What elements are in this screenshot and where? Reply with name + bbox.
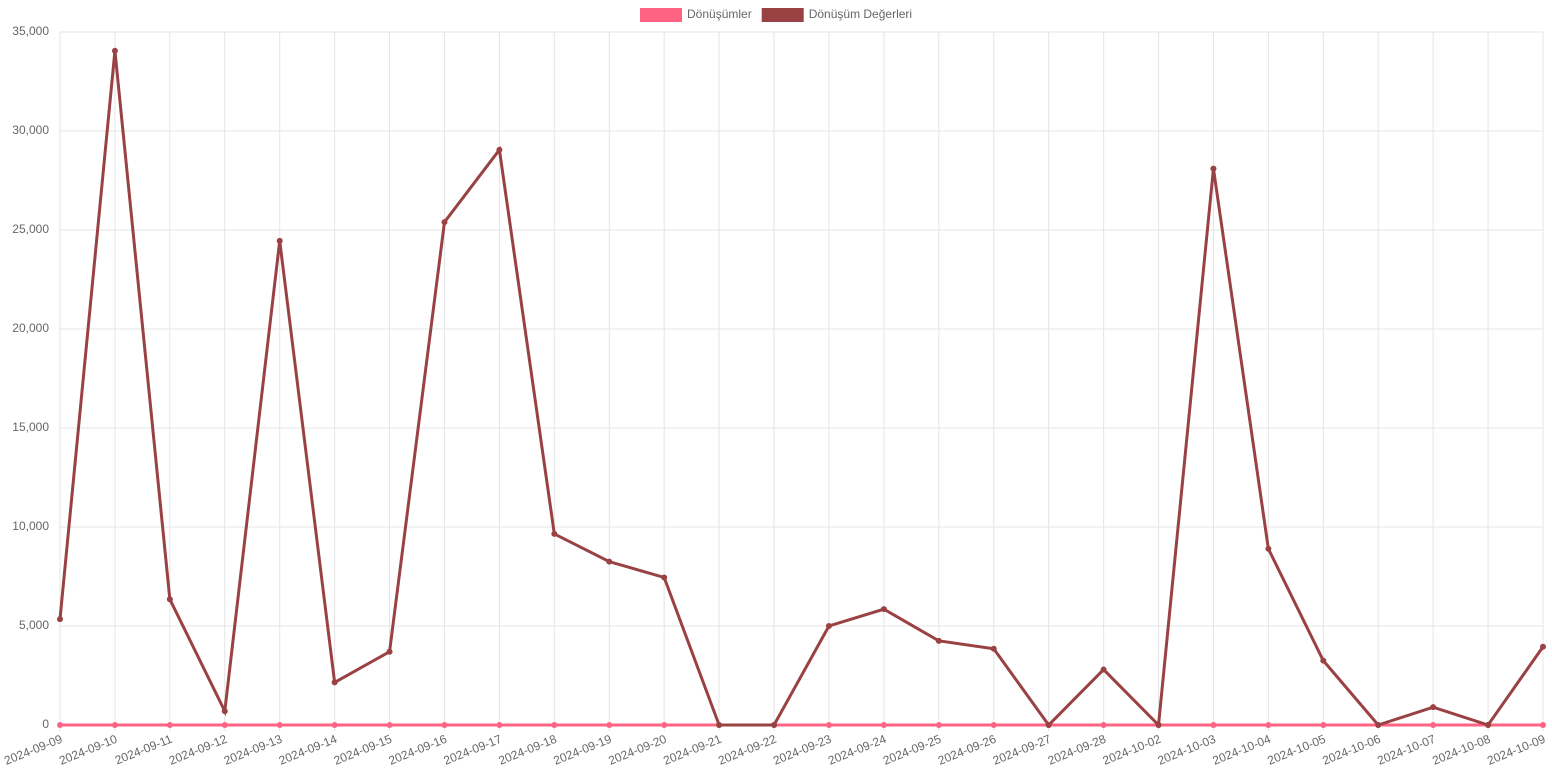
data-point bbox=[276, 722, 283, 728]
x-tick-label: 2024-09-11 bbox=[113, 732, 175, 768]
data-point bbox=[935, 637, 942, 644]
data-point bbox=[1430, 722, 1437, 728]
x-tick-label: 2024-09-09 bbox=[2, 732, 64, 768]
y-tick-label: 20,000 bbox=[12, 321, 49, 335]
x-tick-label: 2024-09-23 bbox=[771, 732, 833, 768]
x-tick-label: 2024-09-16 bbox=[387, 732, 449, 768]
data-point bbox=[111, 722, 118, 728]
series-line bbox=[58, 50, 1545, 729]
data-point bbox=[1375, 722, 1382, 728]
x-tick-label: 2024-10-08 bbox=[1430, 732, 1492, 768]
y-tick-label: 25,000 bbox=[12, 222, 49, 236]
y-tick-label: 35,000 bbox=[12, 24, 49, 38]
legend-swatch[interactable] bbox=[640, 8, 682, 22]
data-point bbox=[661, 574, 668, 581]
data-point bbox=[716, 722, 723, 728]
x-tick-label: 2024-09-20 bbox=[606, 732, 668, 768]
data-point bbox=[551, 530, 558, 537]
data-point bbox=[221, 708, 228, 715]
data-point bbox=[496, 146, 503, 153]
x-tick-label: 2024-09-25 bbox=[881, 732, 943, 768]
x-tick-label: 2024-10-04 bbox=[1211, 732, 1273, 768]
data-point bbox=[331, 722, 338, 728]
data-point bbox=[166, 722, 173, 728]
data-point bbox=[935, 722, 942, 728]
x-tick-label: 2024-09-24 bbox=[826, 732, 888, 768]
data-point bbox=[1100, 722, 1107, 728]
y-tick-label: 5,000 bbox=[19, 618, 49, 632]
data-point bbox=[825, 623, 832, 629]
data-point bbox=[1430, 704, 1437, 711]
x-tick-label: 2024-09-15 bbox=[332, 732, 394, 768]
x-tick-label: 2024-09-18 bbox=[496, 732, 558, 768]
data-point bbox=[1540, 643, 1546, 650]
data-point bbox=[441, 219, 448, 226]
data-point bbox=[386, 648, 393, 655]
data-point bbox=[1265, 545, 1272, 552]
data-point bbox=[1045, 722, 1052, 728]
data-point bbox=[1210, 165, 1217, 172]
x-tick-label: 2024-09-10 bbox=[57, 732, 119, 768]
x-tick-label: 2024-09-26 bbox=[936, 732, 998, 768]
x-tick-label: 2024-10-02 bbox=[1101, 732, 1163, 768]
x-tick-label: 2024-09-14 bbox=[277, 732, 339, 768]
y-tick-label: 15,000 bbox=[12, 420, 49, 434]
y-tick-label: 30,000 bbox=[12, 123, 49, 137]
data-point bbox=[880, 722, 887, 728]
data-point bbox=[57, 616, 63, 623]
data-point bbox=[1265, 722, 1272, 728]
data-point bbox=[57, 722, 63, 728]
x-tick-label: 2024-09-13 bbox=[222, 732, 284, 768]
data-point bbox=[221, 722, 228, 728]
data-point bbox=[880, 606, 887, 613]
x-tick-label: 2024-10-07 bbox=[1375, 732, 1437, 768]
data-point bbox=[551, 722, 558, 728]
data-point bbox=[771, 722, 778, 728]
data-point bbox=[496, 722, 503, 728]
data-point bbox=[1485, 722, 1492, 728]
legend-swatch[interactable] bbox=[761, 8, 804, 22]
data-point bbox=[1100, 666, 1107, 673]
x-tick-label: 2024-09-19 bbox=[551, 732, 613, 768]
data-point bbox=[386, 722, 393, 728]
x-tick-label: 2024-09-22 bbox=[716, 732, 778, 768]
data-point bbox=[661, 722, 668, 728]
legend-label[interactable]: Dönüşüm Değerleri bbox=[809, 7, 912, 21]
y-tick-label: 10,000 bbox=[12, 519, 49, 533]
x-tick-label: 2024-09-28 bbox=[1046, 732, 1108, 768]
x-tick-label: 2024-09-27 bbox=[991, 732, 1053, 768]
data-point bbox=[331, 679, 338, 686]
data-point bbox=[1540, 722, 1546, 728]
x-tick-label: 2024-10-09 bbox=[1485, 732, 1547, 768]
data-point bbox=[825, 722, 832, 728]
data-point bbox=[990, 645, 997, 652]
data-point bbox=[1210, 722, 1217, 728]
data-point bbox=[606, 722, 613, 728]
x-tick-label: 2024-09-17 bbox=[442, 732, 504, 768]
x-tick-label: 2024-10-05 bbox=[1265, 732, 1327, 768]
legend-label[interactable]: Dönüşümler bbox=[687, 7, 752, 21]
data-point bbox=[1320, 722, 1327, 728]
x-tick-label: 2024-09-12 bbox=[167, 732, 229, 768]
data-point bbox=[990, 722, 997, 728]
data-point bbox=[1320, 657, 1327, 664]
data-point bbox=[606, 558, 613, 565]
data-point bbox=[1155, 722, 1162, 728]
y-tick-label: 0 bbox=[42, 717, 49, 731]
data-point bbox=[441, 722, 448, 728]
data-point bbox=[166, 596, 173, 603]
data-point bbox=[276, 237, 283, 244]
x-tick-label: 2024-10-06 bbox=[1320, 732, 1382, 768]
data-point bbox=[111, 47, 118, 54]
x-tick-label: 2024-09-21 bbox=[661, 732, 723, 768]
x-tick-label: 2024-10-03 bbox=[1156, 732, 1218, 768]
